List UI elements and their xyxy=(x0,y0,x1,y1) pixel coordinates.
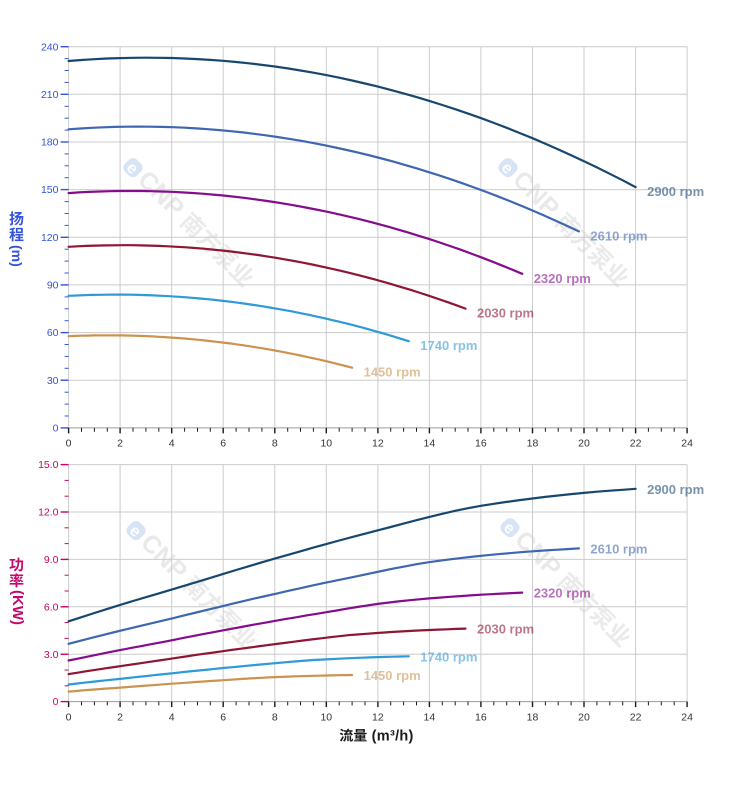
svg-text:20: 20 xyxy=(578,711,590,723)
svg-text:3.0: 3.0 xyxy=(44,649,59,661)
svg-text:12: 12 xyxy=(372,438,384,450)
svg-text:6: 6 xyxy=(220,438,226,450)
svg-text:24: 24 xyxy=(681,438,693,450)
svg-text:2610 rpm: 2610 rpm xyxy=(590,228,647,243)
svg-text:9.0: 9.0 xyxy=(44,554,59,566)
svg-text:10: 10 xyxy=(320,711,332,723)
svg-text:180: 180 xyxy=(41,137,59,149)
svg-text:12.0: 12.0 xyxy=(38,507,59,519)
svg-text:0: 0 xyxy=(66,711,72,723)
svg-text:0: 0 xyxy=(66,438,72,450)
svg-text:16: 16 xyxy=(475,438,487,450)
svg-text:1740 rpm: 1740 rpm xyxy=(420,338,477,353)
svg-text:2900 rpm: 2900 rpm xyxy=(647,482,704,497)
svg-text:22: 22 xyxy=(630,438,642,450)
svg-text:210: 210 xyxy=(41,89,59,101)
svg-text:2030 rpm: 2030 rpm xyxy=(477,306,534,321)
svg-text:240: 240 xyxy=(41,41,59,53)
svg-text:12: 12 xyxy=(372,711,384,723)
svg-text:6: 6 xyxy=(220,711,226,723)
svg-text:14: 14 xyxy=(424,711,436,723)
svg-text:22: 22 xyxy=(630,711,642,723)
svg-text:2900 rpm: 2900 rpm xyxy=(647,184,704,199)
svg-text:1450 rpm: 1450 rpm xyxy=(364,365,421,380)
svg-text:120: 120 xyxy=(41,232,59,244)
svg-text:8: 8 xyxy=(272,438,278,450)
svg-text:2: 2 xyxy=(117,711,123,723)
svg-text:10: 10 xyxy=(320,438,332,450)
svg-text:150: 150 xyxy=(41,184,59,196)
svg-text:0: 0 xyxy=(53,423,59,435)
svg-text:4: 4 xyxy=(169,711,175,723)
svg-text:18: 18 xyxy=(527,711,539,723)
svg-text:2610 rpm: 2610 rpm xyxy=(590,541,647,556)
svg-text:60: 60 xyxy=(47,327,59,339)
svg-text:2: 2 xyxy=(117,438,123,450)
svg-text:4: 4 xyxy=(169,438,175,450)
svg-text:90: 90 xyxy=(47,280,59,292)
svg-text:2320 rpm: 2320 rpm xyxy=(534,271,591,286)
svg-text:2030 rpm: 2030 rpm xyxy=(477,622,534,637)
svg-text:6.0: 6.0 xyxy=(44,601,59,613)
svg-text:16: 16 xyxy=(475,711,487,723)
svg-text:14: 14 xyxy=(424,438,436,450)
svg-text:(m³/h): (m³/h) xyxy=(367,729,413,745)
svg-text:1740 rpm: 1740 rpm xyxy=(420,649,477,664)
svg-text:15.0: 15.0 xyxy=(38,459,59,471)
svg-text:18: 18 xyxy=(527,438,539,450)
svg-text:8: 8 xyxy=(272,711,278,723)
svg-text:2320 rpm: 2320 rpm xyxy=(534,586,591,601)
svg-text:0: 0 xyxy=(53,696,59,708)
svg-text:20: 20 xyxy=(578,438,590,450)
svg-text:30: 30 xyxy=(47,375,59,387)
svg-text:1450 rpm: 1450 rpm xyxy=(364,668,421,683)
svg-text:24: 24 xyxy=(681,711,693,723)
